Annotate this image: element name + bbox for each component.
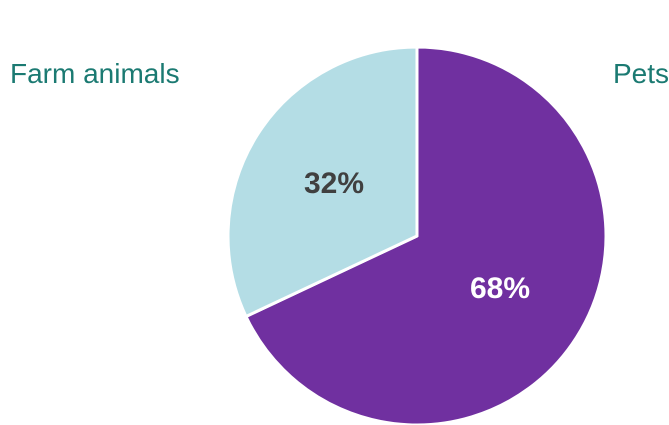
pie-slice-pets [244,45,608,425]
legend-label-pets: Pets [612,58,669,89]
pie-slice-farm-animals [226,45,419,318]
legend-label-farm-animals: Farm animals [10,58,180,89]
data-label-pets: 68% [470,272,530,305]
data-label-farm-animals: 32% [304,167,364,200]
